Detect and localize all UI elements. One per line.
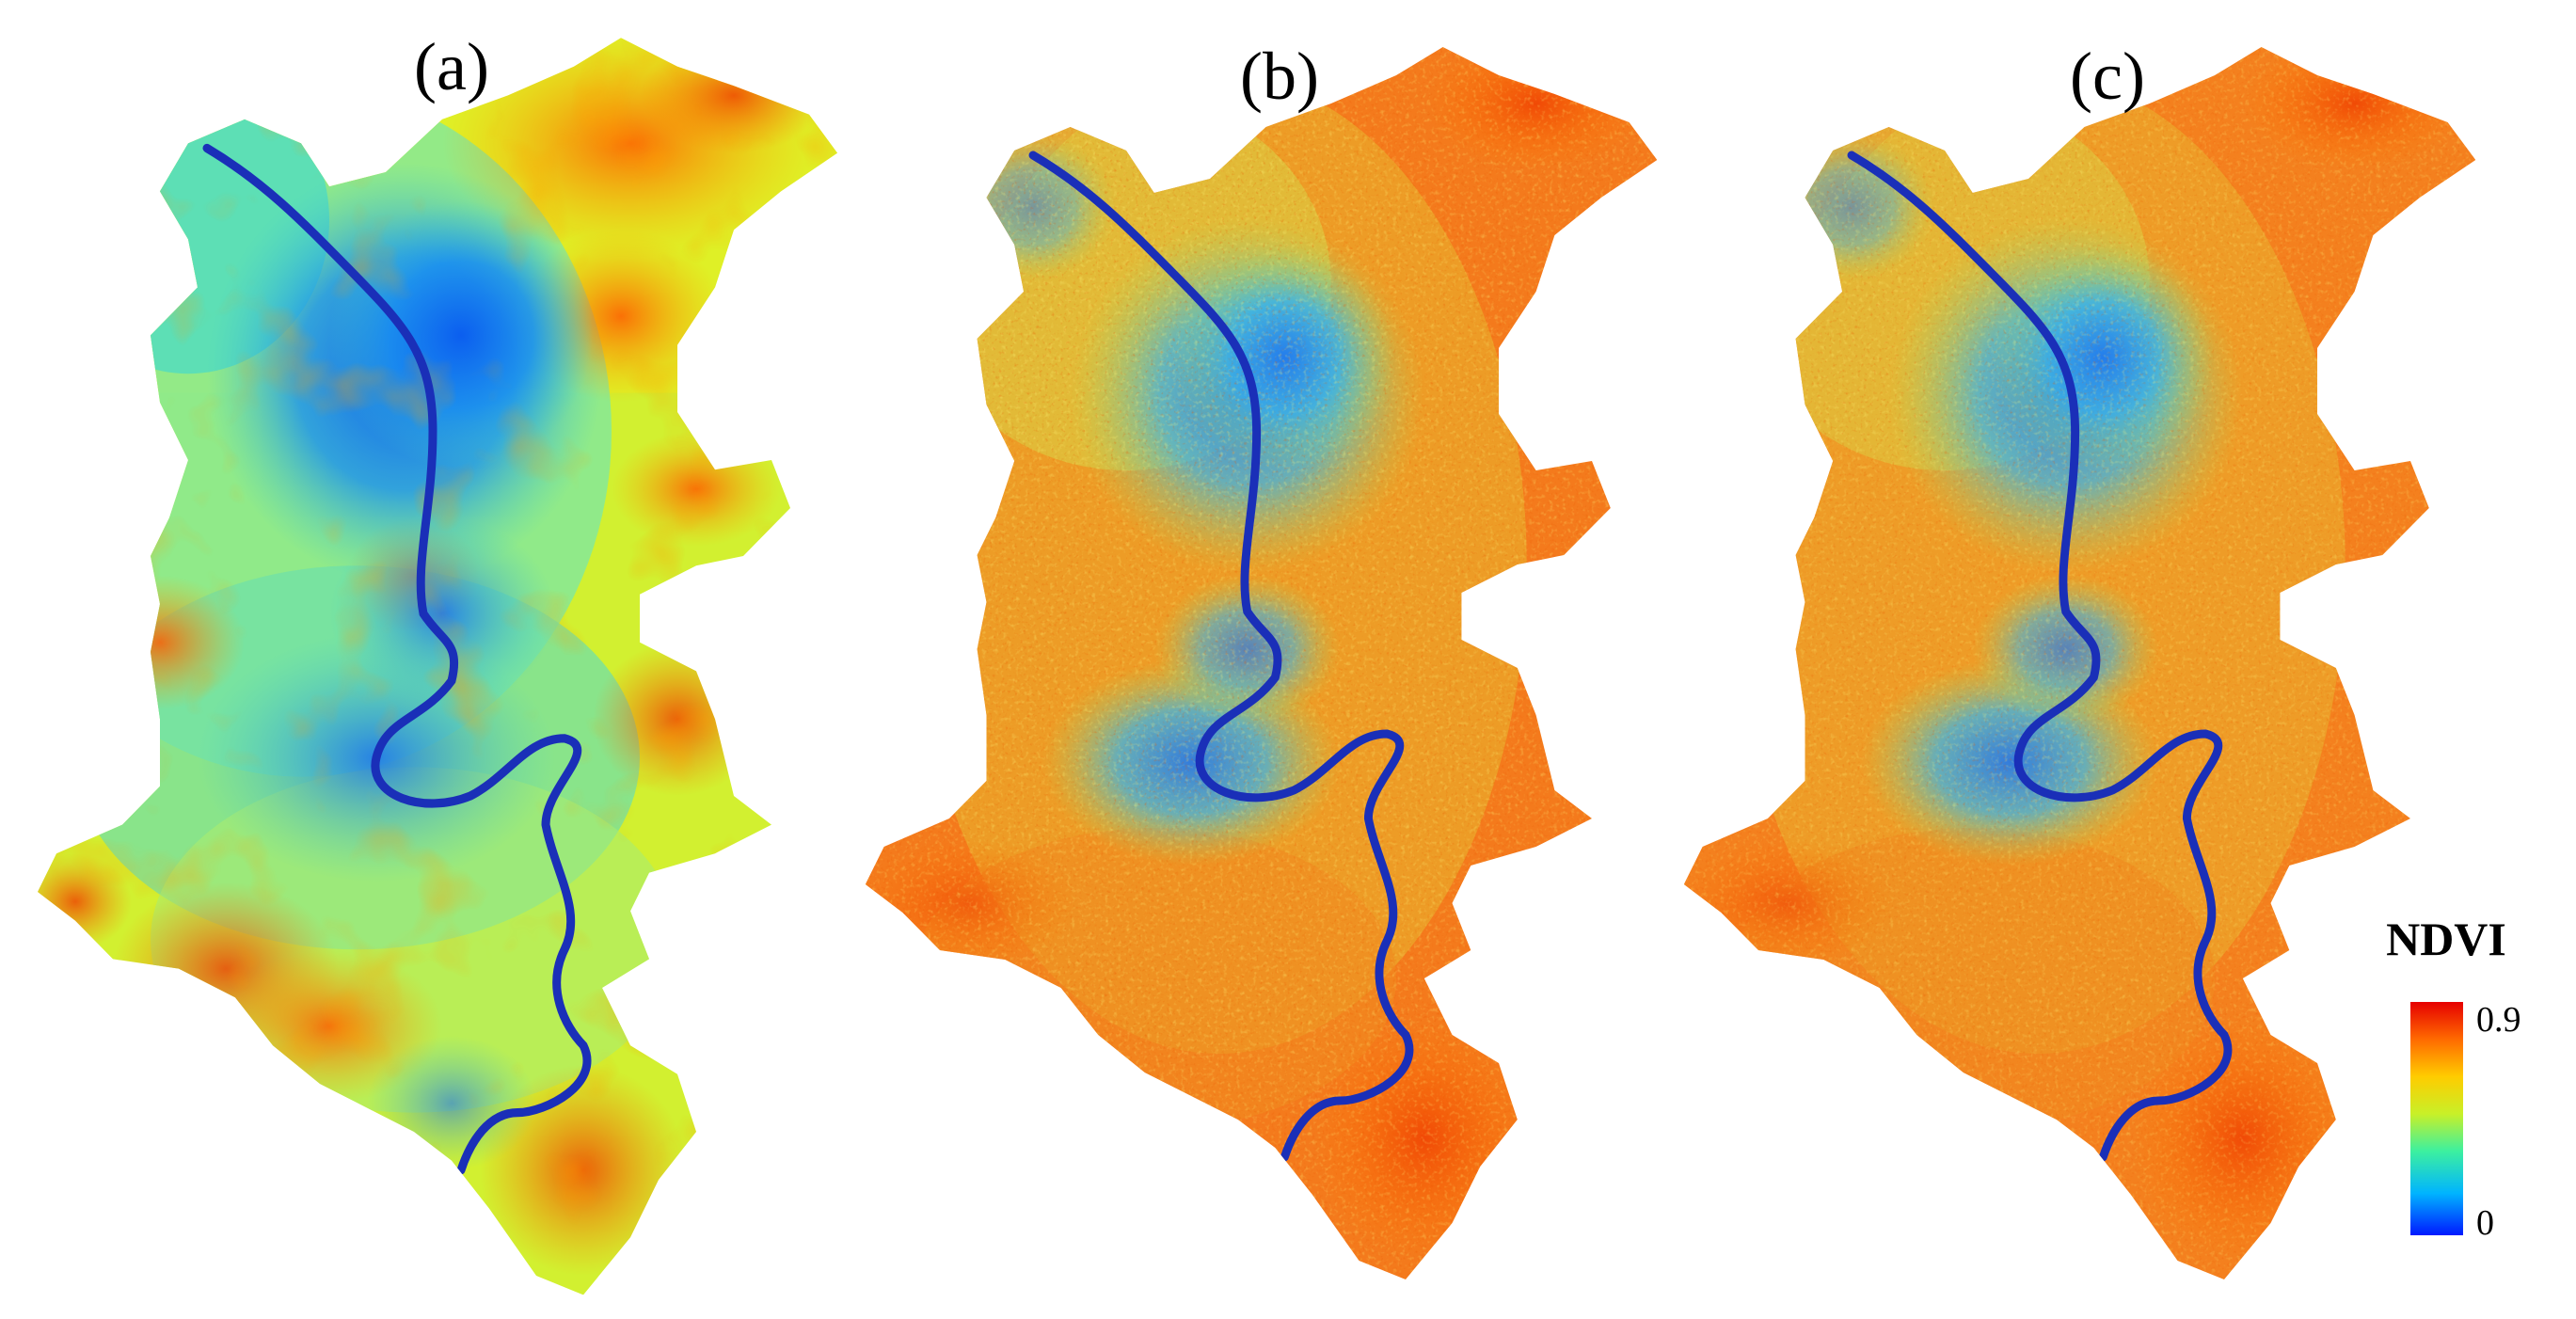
panel-label-a: (a) xyxy=(414,29,489,104)
ndvi-legend: NDVI 0.9 0 xyxy=(2386,913,2520,1243)
panel-label-b: (b) xyxy=(1240,39,1319,114)
legend-max-label: 0.9 xyxy=(2476,1000,2521,1040)
legend-min-label: 0 xyxy=(2476,1203,2494,1243)
legend-title: NDVI xyxy=(2386,913,2506,965)
legend-color-bar xyxy=(2410,1002,2463,1235)
panel-label-c: (c) xyxy=(2070,39,2145,114)
